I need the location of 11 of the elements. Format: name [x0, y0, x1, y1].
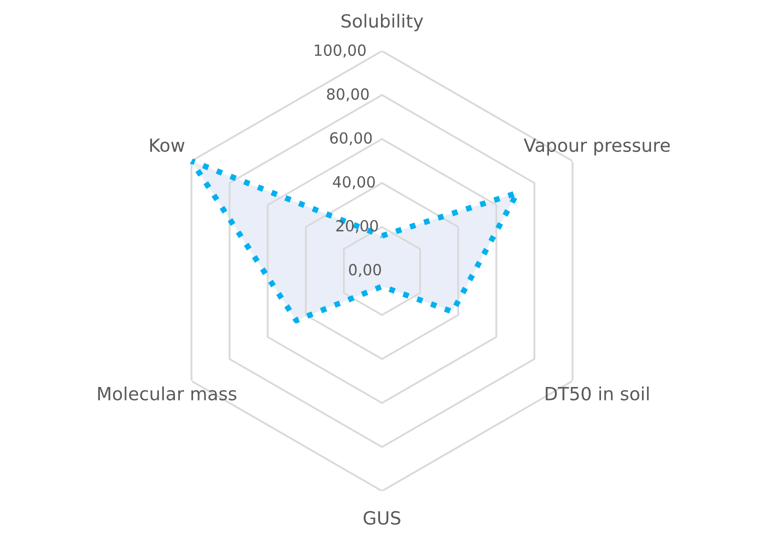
y-tick-label: 40,00 — [332, 176, 375, 190]
spoke-label: Molecular mass — [98, 386, 236, 400]
y-tick-label: 80,00 — [327, 88, 369, 102]
y-tick-label: 100,00 — [314, 44, 366, 58]
spoke-label: Vapour pressure — [524, 138, 670, 156]
spoke-label: Solubility — [342, 14, 424, 32]
spoke-label: DT50 in soil — [546, 386, 649, 400]
spoke-label: Kow — [150, 138, 184, 152]
y-tick-label: 60,00 — [330, 132, 372, 146]
spoke-label: GUS — [364, 511, 400, 525]
y-tick-label: 0,00 — [348, 264, 381, 277]
